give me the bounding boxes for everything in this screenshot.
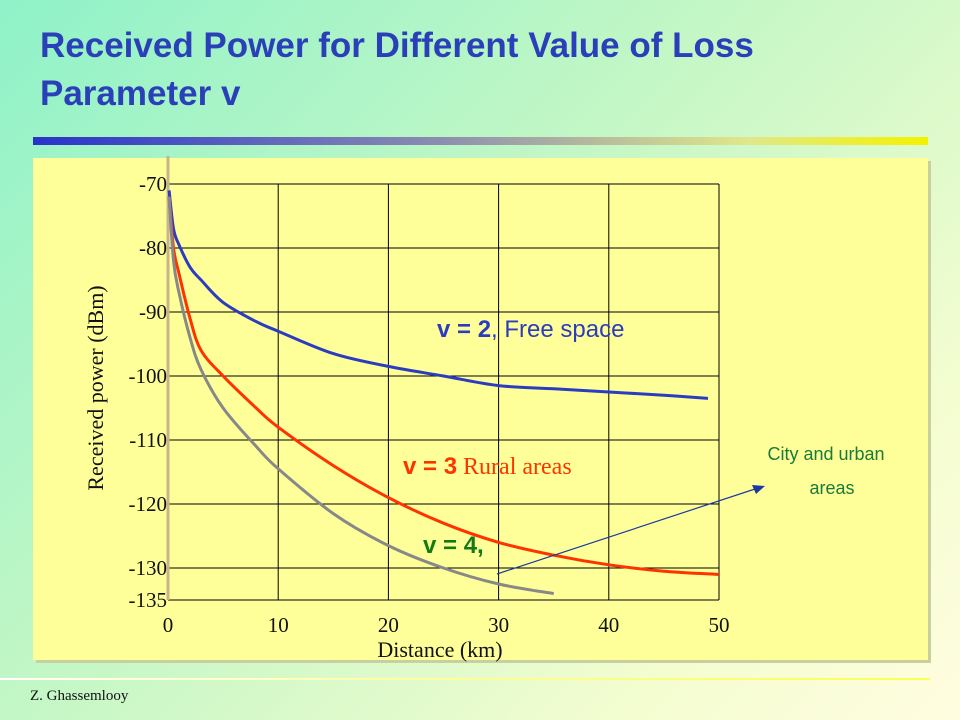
y-tick-labels: -70 -80 -90 -100 -110 -120 -130 -135 — [129, 172, 168, 612]
x-tick-label-5: 50 — [709, 613, 730, 637]
x-axis-label: Distance (km) — [377, 637, 502, 662]
chart-panel — [33, 158, 928, 660]
y-tick-label-6: -130 — [129, 556, 168, 580]
slide-title: Received Power for Different Value of Lo… — [40, 22, 940, 118]
x-tick-label-3: 30 — [488, 613, 509, 637]
v4-series-label: v = 4, — [423, 532, 484, 559]
callout-arrowhead-icon — [752, 485, 765, 494]
v4-curve — [167, 196, 554, 596]
x-tick-label-2: 20 — [378, 613, 399, 637]
v3-label-suffix: Rural areas — [457, 454, 572, 480]
v2-label-prefix: v = 2 — [437, 316, 491, 343]
y-tick-label-4: -110 — [129, 428, 167, 452]
v3-label-prefix: v = 3 — [403, 453, 457, 480]
callout-arrow — [496, 487, 759, 575]
y-axis-label: Received power (dBm) — [83, 285, 108, 490]
y-tick-label-7: -135 — [129, 588, 168, 612]
v3-series-label: v = 3 Rural areas — [403, 453, 572, 480]
title-line-1: Received Power for Different Value of Lo… — [40, 26, 754, 65]
y-tick-label-3: -100 — [129, 364, 168, 388]
v2-series-label: v = 2, Free space — [437, 316, 624, 343]
footer-divider — [0, 678, 930, 680]
y-tick-label-5: -120 — [129, 492, 168, 516]
x-tick-labels: 0 10 20 30 40 50 — [163, 613, 730, 637]
v2-label-suffix: , Free space — [491, 316, 624, 343]
v3-curve — [167, 196, 720, 576]
y-tick-label-0: -70 — [139, 172, 167, 196]
v2-curve — [167, 190, 709, 400]
title-divider — [33, 137, 928, 145]
x-tick-label-0: 0 — [163, 613, 174, 637]
x-tick-label-1: 10 — [268, 613, 289, 637]
author-credit: Z. Ghassemlooy — [30, 688, 129, 704]
chart-curves — [167, 190, 720, 596]
callout-line-2: areas — [809, 478, 854, 498]
callout-line-1: City and urban — [767, 444, 884, 464]
title-line-2: Parameter v — [40, 74, 241, 113]
y-tick-label-1: -80 — [139, 236, 167, 260]
y-tick-label-2: -90 — [139, 300, 167, 324]
x-tick-label-4: 40 — [598, 613, 619, 637]
